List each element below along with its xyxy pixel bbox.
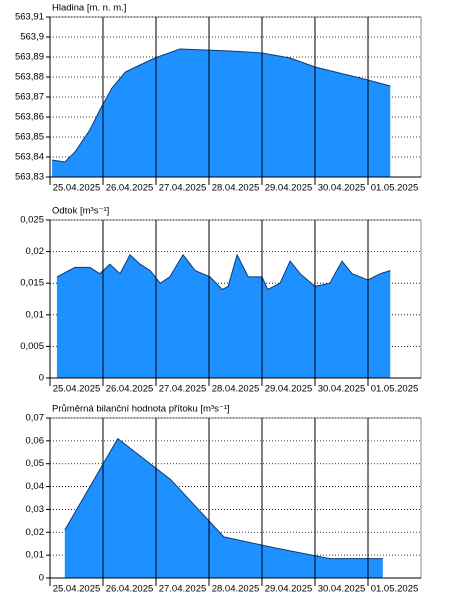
x-tick-label: 27.04.2025 [159, 183, 207, 194]
x-tick-label: 28.04.2025 [212, 183, 260, 194]
y-tick-label: 563,84 [15, 152, 44, 163]
area [56, 254, 391, 378]
x-tick-label: 26.04.2025 [106, 584, 154, 595]
y-tick-label: 0 [39, 373, 44, 384]
y-tick-label: 0,06 [26, 435, 45, 446]
x-tick-label: 01.05.2025 [371, 384, 419, 395]
x-tick-label: 29.04.2025 [265, 384, 313, 395]
x-tick-label: 28.04.2025 [212, 584, 260, 595]
x-tick-label: 30.04.2025 [318, 584, 366, 595]
y-tick-label: 563,85 [15, 132, 44, 143]
y-tick-label: 0,005 [20, 341, 44, 352]
y-tick-label: 563,89 [15, 52, 44, 63]
chart-title: Odtok [m³s⁻¹] [52, 206, 109, 217]
x-tick-label: 29.04.2025 [265, 584, 313, 595]
line [64, 437, 383, 560]
x-tick-label: 25.04.2025 [53, 183, 101, 194]
y-tick-label: 0,02 [26, 527, 45, 538]
y-tick-label: 0,025 [20, 215, 44, 226]
area [64, 438, 383, 578]
x-tick-label: 30.04.2025 [318, 384, 366, 395]
x-tick-label: 01.05.2025 [371, 584, 419, 595]
y-tick-label: 0,01 [26, 550, 45, 561]
chart-title: Hladina [m. n. m.] [52, 3, 126, 14]
line [52, 48, 391, 163]
y-tick-label: 563,83 [15, 172, 44, 183]
y-tick-label: 0,04 [26, 481, 45, 492]
y-tick-label: 0 [39, 573, 44, 584]
y-tick-label: 0,07 [26, 413, 45, 424]
area [52, 49, 391, 177]
y-tick-label: 563,88 [15, 72, 44, 83]
x-tick-label: 25.04.2025 [53, 584, 101, 595]
chart-title: Průměrná bilanční hodnota přítoku [m³s⁻¹… [52, 404, 230, 415]
y-tick-label: 0,05 [26, 458, 45, 469]
y-tick-label: 563,91 [15, 12, 44, 23]
x-tick-label: 29.04.2025 [265, 183, 313, 194]
y-tick-label: 563,86 [15, 112, 44, 123]
x-tick-label: 01.05.2025 [371, 183, 419, 194]
x-tick-label: 25.04.2025 [53, 384, 101, 395]
y-tick-label: 0,02 [26, 246, 45, 257]
y-tick-label: 563,87 [15, 92, 44, 103]
y-tick-label: 0,01 [26, 309, 45, 320]
y-tick-label: 0,015 [20, 278, 44, 289]
line [56, 253, 391, 291]
x-tick-label: 26.04.2025 [106, 183, 154, 194]
y-tick-label: 0,03 [26, 504, 45, 515]
x-tick-label: 28.04.2025 [212, 384, 260, 395]
x-tick-label: 27.04.2025 [159, 384, 207, 395]
x-tick-label: 26.04.2025 [106, 384, 154, 395]
x-tick-label: 30.04.2025 [318, 183, 366, 194]
x-tick-label: 27.04.2025 [159, 584, 207, 595]
y-tick-label: 563,9 [20, 32, 44, 43]
